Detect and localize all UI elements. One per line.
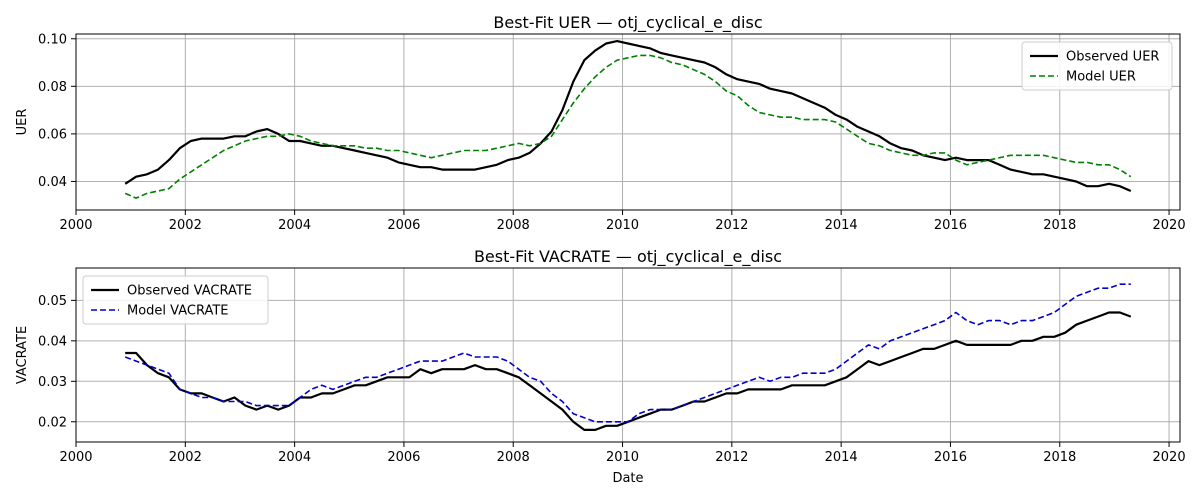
axes-frame: [75, 33, 1181, 211]
x-tick-label: 2010: [606, 218, 639, 233]
x-tick-label: 2006: [387, 218, 420, 233]
x-tick-label: 2008: [497, 218, 530, 233]
x-tick-label: 2014: [825, 450, 858, 465]
axes-frame: [75, 267, 1181, 443]
x-tick-label: 2002: [169, 450, 202, 465]
uer-panel: 2000 2002 2004 2006 2008 2010 2012 2014 2016 2018…: [15, 13, 1186, 233]
x-tick-label: 2014: [825, 218, 858, 233]
series-line-model-uer: [124, 54, 1132, 199]
y-tick-label: 0.02: [38, 415, 67, 430]
y-tick-label: 0.03: [38, 375, 67, 390]
x-tick-label: 2012: [715, 218, 748, 233]
x-tick-label: 2016: [934, 218, 967, 233]
x-tick-label: 2010: [606, 450, 639, 465]
x-tick-label: 2000: [59, 218, 92, 233]
x-tick-label: 2002: [169, 218, 202, 233]
legend: Observed UER Model UER: [1021, 41, 1173, 91]
chart-title: Best-Fit VACRATE — otj_cyclical_e_disc: [474, 247, 782, 267]
vacrate-panel: 2000 2002 2004 2006 2008 2010 2012 2014 2016 2018…: [15, 247, 1186, 486]
series-line-observed-uer: [124, 39, 1132, 193]
chart-title: Best-Fit UER — otj_cyclical_e_disc: [493, 13, 762, 33]
y-tick-label: 0.04: [38, 175, 67, 190]
y-tick-label: 0.05: [38, 294, 67, 309]
y-tick-label: 0.06: [38, 127, 67, 142]
x-tick-label: 2006: [387, 450, 420, 465]
legend: Observed VACRATE Model VACRATE: [82, 275, 269, 325]
y-tick-label: 0.10: [38, 32, 67, 47]
x-tick-label: 2008: [497, 450, 530, 465]
legend-box: [1021, 41, 1173, 91]
y-tick-label: 0.04: [38, 334, 67, 349]
x-axis-label: Date: [612, 471, 643, 486]
legend-entry: Observed UER: [1066, 50, 1159, 65]
x-tick-label: 2000: [59, 450, 92, 465]
x-tick-label: 2012: [715, 450, 748, 465]
x-tick-label: 2020: [1153, 450, 1186, 465]
x-tick-label: 2004: [278, 450, 311, 465]
x-tick-label: 2020: [1153, 218, 1186, 233]
legend-entry: Model VACRATE: [127, 304, 229, 319]
legend-entry: Model UER: [1066, 70, 1136, 85]
x-tick-label: 2016: [934, 450, 967, 465]
series-line-model-vacrate: [124, 283, 1131, 423]
legend-entry: Observed VACRATE: [127, 284, 252, 299]
y-axis-label: UER: [15, 109, 30, 136]
x-tick-label: 2018: [1043, 218, 1076, 233]
y-axis-label: VACRATE: [15, 326, 30, 384]
legend-box: [82, 275, 269, 325]
x-tick-label: 2018: [1043, 450, 1076, 465]
y-tick-label: 0.08: [38, 80, 67, 95]
x-tick-label: 2004: [278, 218, 311, 233]
